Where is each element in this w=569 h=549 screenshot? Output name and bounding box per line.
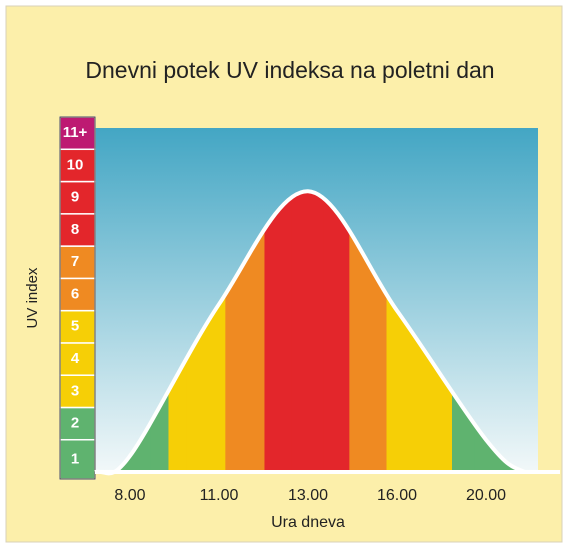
y-tick-label: 3 — [71, 382, 79, 399]
x-tick-label: 11.00 — [200, 487, 239, 504]
x-tick-label: 16.00 — [377, 487, 417, 504]
uv-level-box — [59, 374, 96, 409]
y-tick-label: 5 — [71, 318, 79, 335]
y-tick-label: 7 — [71, 253, 79, 270]
uv-curve — [94, 189, 526, 476]
uv-band — [291, 191, 324, 472]
uv-band — [349, 191, 369, 472]
y-tick-label: 1 — [71, 450, 79, 467]
y-tick-label: 11+ — [63, 124, 88, 141]
y-tick-label: 2 — [71, 415, 79, 432]
uv-band — [323, 191, 350, 472]
x-tick-label: 13.00 — [288, 487, 328, 504]
y-tick-label: 8 — [71, 221, 79, 238]
x-tick-label: 8.00 — [114, 487, 145, 504]
y-tick-label: 4 — [71, 350, 80, 367]
x-axis-label: Ura dneva — [271, 514, 345, 531]
chart-title: Dnevni potek UV indeksa na poletni dan — [85, 57, 494, 83]
y-axis-label: UV index — [24, 267, 41, 328]
uv-band — [244, 191, 265, 472]
x-tick-label: 20.00 — [466, 487, 506, 504]
uv-level-box — [59, 309, 96, 344]
y-tick-label: 9 — [71, 189, 79, 206]
scale-frame — [59, 116, 96, 480]
uv-band — [264, 191, 292, 472]
y-tick-label: 6 — [71, 285, 79, 302]
y-tick-label: 10 — [67, 156, 84, 173]
